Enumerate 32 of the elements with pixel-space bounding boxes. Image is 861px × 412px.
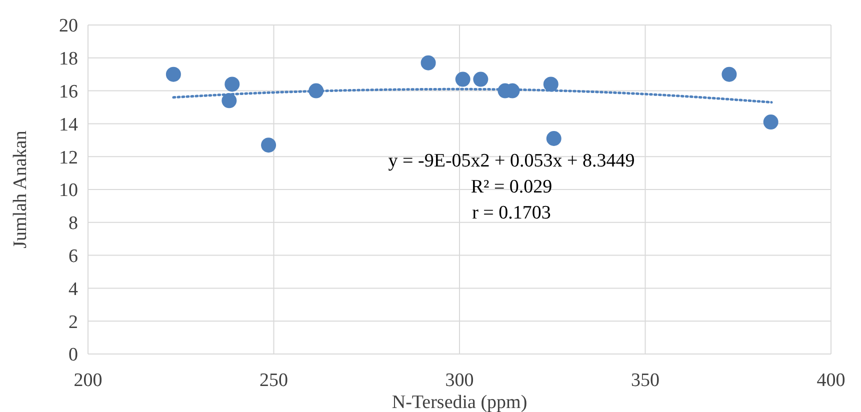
y-tick-label: 12 (59, 147, 78, 168)
point (222, 93, 237, 108)
annotation: r = 0.1703 (472, 202, 551, 224)
point (546, 131, 562, 146)
y-tick-label: 8 (68, 213, 78, 234)
y-axis-title: Jumlah Anakan (10, 130, 31, 248)
point (420, 55, 436, 70)
y-tick-label: 0 (68, 344, 78, 366)
point (763, 114, 778, 130)
y-tick-label: 4 (68, 278, 78, 300)
point (722, 66, 737, 82)
x-tick-label: 350 (631, 370, 660, 391)
point (261, 138, 276, 153)
x-tick-label: 400 (816, 370, 846, 391)
y-tick-label: 2 (68, 312, 78, 333)
annotation: y = -9E-05x2 + 0.053x + 8.3449 (388, 150, 635, 172)
point (166, 66, 181, 82)
point (543, 76, 558, 92)
x-tick-label: 300 (445, 370, 474, 391)
point (224, 76, 240, 92)
y-tick-label: 6 (68, 246, 78, 267)
y-tick-label: 16 (59, 81, 78, 102)
x-axis-title: N-Tersedia (ppm) (392, 392, 528, 412)
annotation: R² = 0.029 (470, 176, 552, 198)
point (455, 72, 470, 87)
x-tick-label: 250 (260, 370, 288, 391)
y-tick-label: 20 (59, 16, 78, 37)
y-tick-label: 10 (59, 180, 78, 202)
y-tick-label: 14 (59, 114, 78, 136)
point (473, 72, 488, 87)
y-tick-label: 18 (59, 48, 78, 70)
x-tick-label: 200 (74, 370, 102, 391)
